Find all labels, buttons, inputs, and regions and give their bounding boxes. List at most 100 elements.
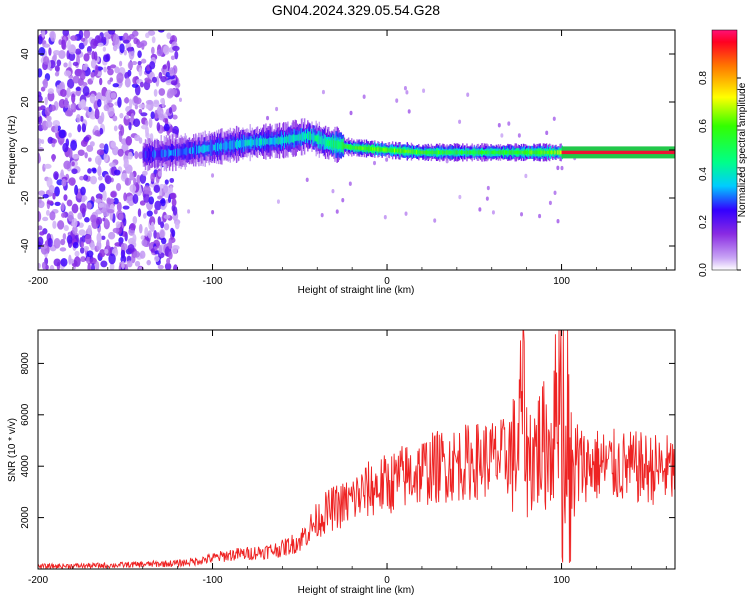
snr-y-tick-label: 8000 [20, 352, 31, 375]
spectrogram-noise-point [162, 185, 169, 193]
spectrogram-noise-point [335, 209, 339, 214]
spectrogram-x-tick-label: 0 [384, 276, 390, 287]
spectrogram-ridge-point [162, 150, 165, 157]
spectrogram-noise-point [139, 81, 144, 88]
spectrogram-noise-point [138, 151, 144, 159]
spectrogram-ridge-point [234, 141, 237, 148]
spectrogram-noise-point [102, 190, 107, 202]
snr-marks [38, 330, 675, 569]
spectrogram-ridge-point [236, 139, 239, 149]
spectrogram-noise-point [148, 196, 155, 205]
spectrogram-ridge-point [198, 145, 200, 154]
spectrogram-noise-point [172, 125, 180, 136]
spectrogram-ridge-point [299, 134, 302, 141]
spectrogram-ridge-point [242, 139, 244, 148]
spectrogram-noise-point [373, 160, 377, 166]
spectrogram-noise-point [137, 208, 142, 218]
spectrogram-noise-point [67, 211, 74, 222]
spectrogram-ridge-point [157, 150, 159, 158]
spectrogram-noise-point [38, 36, 43, 45]
spectrogram-noise-point [362, 94, 366, 99]
spectrogram-ridge-point [379, 147, 381, 152]
spectrogram-noise-point [266, 115, 270, 121]
spectrogram-ridge-point [420, 150, 422, 154]
spectrogram-ridge-point [148, 151, 151, 158]
spectrogram-noise-point [66, 87, 71, 98]
spectrogram-ridge-point [220, 142, 222, 151]
spectrogram-y-label: Frequency (Hz) [7, 116, 18, 185]
spectrogram-ridge-point [314, 135, 316, 141]
spectrogram-ridge-point [517, 150, 519, 155]
spectrogram-ridge-point [528, 150, 530, 154]
spectrogram-noise-point [147, 230, 152, 239]
spectrogram-ridge-point [494, 150, 496, 155]
spectrogram-ridge-point [275, 138, 278, 144]
spectrogram-ridge-point [343, 143, 346, 149]
spectrogram-noise-point [160, 75, 167, 83]
spectrogram-ridge-point [335, 140, 337, 149]
spectrogram-noise-point [168, 106, 173, 114]
spectrogram-noise-point [120, 255, 127, 264]
spectrogram-noise-point [99, 143, 105, 149]
spectrogram-noise-point [158, 244, 163, 255]
spectrogram-noise-point [153, 184, 161, 193]
spectrogram-noise-point [48, 184, 55, 193]
spectrogram-ridge-point [397, 148, 399, 153]
spectrogram-ridge-point [554, 150, 556, 155]
spectrogram-noise-point [43, 43, 51, 48]
spectrogram-ridge-point [351, 145, 353, 150]
spectrogram-noise-point [49, 104, 56, 112]
spectrogram-ridge-point [412, 149, 415, 154]
spectrogram-ridge-point [448, 150, 450, 155]
spectrogram-ridge-point [352, 145, 354, 150]
spectrogram-noise-point [113, 169, 121, 176]
spectrogram-noise-point [407, 109, 411, 114]
spectrogram-ridge-point [534, 150, 536, 155]
colorbar-tick-label: 0.4 [698, 167, 709, 181]
spectrogram-ridge-point [501, 150, 504, 155]
spectrogram-noise-point [68, 132, 72, 138]
spectrogram-noise-point [172, 45, 180, 52]
spectrogram-ridge-point [427, 151, 429, 154]
spectrogram-ridge-point [411, 149, 414, 154]
spectrogram-ridge-point [533, 150, 535, 155]
spectrogram-ridge-point [333, 139, 335, 149]
spectrogram-ridge-point [270, 137, 272, 145]
spectrogram-ridge-point [495, 151, 497, 154]
spectrogram-noise-point [137, 50, 142, 58]
spectrogram-noise-point [458, 119, 462, 124]
spectrogram-noise-point [124, 177, 132, 186]
spectrogram-ridge-point [185, 147, 188, 156]
colorbar-gradient [711, 29, 738, 271]
spectrogram-ridge-point [480, 150, 483, 155]
spectrogram-noise-point [101, 235, 106, 241]
spectrogram-noise-point [41, 40, 47, 45]
spectrogram-ridge-point [179, 148, 181, 156]
spectrogram-noise-point [174, 50, 179, 60]
spectrogram-noise-point [90, 71, 95, 78]
spectrogram-ridge-point [519, 150, 522, 155]
spectrogram-noise-point [38, 152, 41, 164]
spectrogram-noise-point [89, 175, 98, 185]
spectrogram-ridge-point [518, 151, 521, 154]
spectrogram-noise-point [150, 172, 155, 182]
spectrogram-noise-point [96, 149, 105, 156]
spectrogram-ridge-point [262, 139, 264, 145]
spectrogram-ridge-point [419, 150, 421, 155]
spectrogram-noise-point [73, 256, 81, 267]
spectrogram-noise-point [82, 86, 90, 97]
spectrogram-noise-point [48, 47, 52, 56]
spectrogram-ridge-point [392, 148, 395, 152]
spectrogram-noise-point [156, 232, 160, 240]
spectrogram-ridge-point [543, 150, 546, 155]
spectrogram-noise-point [145, 132, 150, 139]
spectrogram-noise-point [163, 123, 170, 132]
snr-x-label: Height of straight line (km) [298, 585, 415, 596]
spectrogram-ridge-point [548, 150, 551, 155]
spectrogram-ridge-point [374, 146, 376, 152]
spectrogram-noise-point [146, 259, 151, 266]
colorbar-tick-label: 0.0 [698, 263, 709, 277]
spectrogram-noise-point [38, 262, 41, 269]
spectrogram-noise-point [123, 217, 127, 227]
spectrogram-noise-point [90, 242, 96, 251]
